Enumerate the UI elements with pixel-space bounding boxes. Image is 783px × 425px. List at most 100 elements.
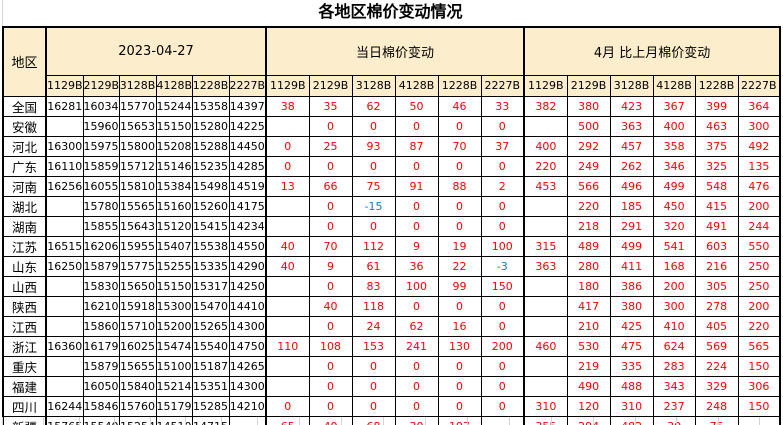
grade-code-header: 2129B bbox=[82, 74, 120, 97]
region-cell: 新疆 bbox=[2, 415, 47, 425]
region-cell: 山西 bbox=[2, 275, 47, 297]
price-cell: 15800 bbox=[118, 135, 157, 157]
daily-change-cell: 40 bbox=[308, 295, 353, 317]
region-cell: 安徽 bbox=[2, 115, 47, 137]
price-cell: 15879 bbox=[82, 255, 120, 277]
grade-code-header-row: 1129B 2129B 3128B 4128B 1228B 2227B 1129B 2129B… bbox=[3, 74, 781, 97]
daily-change-cell: 40 bbox=[265, 235, 310, 257]
price-cell bbox=[45, 215, 84, 237]
price-cell: 15300 bbox=[155, 295, 193, 317]
price-cell: 15146 bbox=[155, 155, 193, 177]
price-cell: 15780 bbox=[82, 195, 120, 217]
price-cell: 16300 bbox=[45, 135, 84, 157]
monthly-change-cell: 457 bbox=[609, 135, 654, 157]
monthly-change-cell: 249 bbox=[566, 155, 611, 177]
daily-change-cell: 0 bbox=[480, 195, 525, 217]
price-cell: 14175 bbox=[228, 195, 267, 217]
price-cell: 14300 bbox=[228, 315, 267, 337]
daily-change-cell: 0 bbox=[480, 355, 525, 377]
price-cell: 14550 bbox=[228, 235, 267, 257]
daily-change-cell: 0 bbox=[351, 215, 396, 237]
price-cell bbox=[45, 295, 84, 317]
monthly-change-cell: 499 bbox=[609, 235, 654, 257]
price-cell: 15470 bbox=[191, 295, 230, 317]
monthly-change-cell: 219 bbox=[566, 355, 611, 377]
price-cell: 15317 bbox=[191, 275, 230, 297]
monthly-change-cell: 375 bbox=[694, 135, 739, 157]
monthly-change-cell: 248 bbox=[694, 395, 739, 417]
monthly-change-cell: 423 bbox=[609, 95, 654, 117]
monthly-change-cell bbox=[523, 215, 568, 237]
monthly-change-cell: 329 bbox=[694, 375, 739, 397]
excel-gridline bbox=[719, 417, 760, 425]
price-cell: 14450 bbox=[228, 135, 267, 157]
monthly-change-cell: 292 bbox=[566, 135, 611, 157]
price-cell: 14410 bbox=[228, 295, 267, 317]
monthly-change-cell: 386 bbox=[609, 275, 654, 297]
price-cell: 15846 bbox=[82, 395, 120, 417]
monthly-change-cell: 541 bbox=[652, 235, 696, 257]
price-cell: 15280 bbox=[191, 115, 230, 137]
daily-change-cell: 0 bbox=[437, 395, 482, 417]
daily-change-cell: 0 bbox=[480, 155, 525, 177]
monthly-change-cell: 492 bbox=[737, 135, 781, 157]
monthly-change-cell bbox=[523, 375, 568, 397]
grade-code-header: 2129B bbox=[308, 74, 353, 97]
price-cell: 15650 bbox=[118, 275, 157, 297]
price-cell bbox=[45, 275, 84, 297]
monthly-change-cell: 180 bbox=[566, 275, 611, 297]
daily-change-cell: 0 bbox=[480, 215, 525, 237]
monthly-change-cell: 530 bbox=[566, 335, 611, 357]
grade-code-header: 4128B bbox=[155, 74, 193, 97]
grade-code-header: 4128B bbox=[394, 74, 439, 97]
daily-change-cell: 0 bbox=[394, 195, 439, 217]
daily-change-cell: 25 bbox=[308, 135, 353, 157]
table-row: 河南 16256 16055 15810 15384 15498 14519 13 66 75 91… bbox=[2, 175, 781, 197]
daily-change-cell: 0 bbox=[308, 155, 353, 177]
daily-change-cell: 0 bbox=[394, 115, 439, 137]
daily-change-cell: 0 bbox=[351, 375, 396, 397]
grade-code-header: 1228B bbox=[437, 74, 482, 97]
price-cell: 15288 bbox=[191, 135, 230, 157]
price-cell: 15244 bbox=[155, 95, 193, 117]
monthly-change-cell bbox=[523, 295, 568, 317]
excel-gridline bbox=[636, 417, 677, 425]
daily-change-cell bbox=[265, 275, 310, 297]
daily-change-cell: 87 bbox=[394, 135, 439, 157]
grade-code-header: 2129B bbox=[566, 74, 611, 97]
daily-change-cell bbox=[265, 215, 310, 237]
price-cell: 15255 bbox=[155, 255, 193, 277]
daily-change-cell: 0 bbox=[308, 115, 353, 137]
price-cell: 15810 bbox=[118, 175, 157, 197]
daily-change-cell bbox=[265, 115, 310, 137]
daily-change-cell: 0 bbox=[394, 295, 439, 317]
daily-change-cell: 0 bbox=[308, 315, 353, 337]
monthly-change-cell: 150 bbox=[737, 395, 781, 417]
daily-change-cell: 0 bbox=[437, 195, 482, 217]
monthly-change-cell bbox=[523, 275, 568, 297]
price-cell: 15859 bbox=[82, 155, 120, 177]
daily-change-cell: 0 bbox=[265, 135, 310, 157]
grade-code-header: 1129B bbox=[45, 74, 84, 97]
daily-change-cell: 0 bbox=[480, 115, 525, 137]
price-cell: 16206 bbox=[82, 235, 120, 257]
price-cell: 15335 bbox=[191, 255, 230, 277]
excel-gridline bbox=[151, 417, 186, 425]
monthly-change-cell: 399 bbox=[694, 95, 739, 117]
table-row: 重庆 15879 15655 15100 15187 14265 0 0 0 0 0 219 335 28… bbox=[2, 355, 781, 377]
daily-change-cell bbox=[265, 355, 310, 377]
region-header: 地区 bbox=[2, 26, 47, 97]
price-cell: 14265 bbox=[228, 355, 267, 377]
monthly-change-cell: 548 bbox=[694, 175, 739, 197]
price-cell bbox=[45, 115, 84, 137]
price-cell bbox=[45, 195, 84, 217]
monthly-change-cell: 305 bbox=[694, 275, 739, 297]
daily-change-cell bbox=[265, 195, 310, 217]
price-cell: 16244 bbox=[45, 395, 84, 417]
monthly-change-cell: 380 bbox=[566, 95, 611, 117]
price-cell: 15712 bbox=[118, 155, 157, 177]
daily-change-cell: 9 bbox=[394, 235, 439, 257]
monthly-change-cell: 200 bbox=[737, 195, 781, 217]
monthly-change-cell: 380 bbox=[609, 295, 654, 317]
price-cell: 15655 bbox=[118, 355, 157, 377]
